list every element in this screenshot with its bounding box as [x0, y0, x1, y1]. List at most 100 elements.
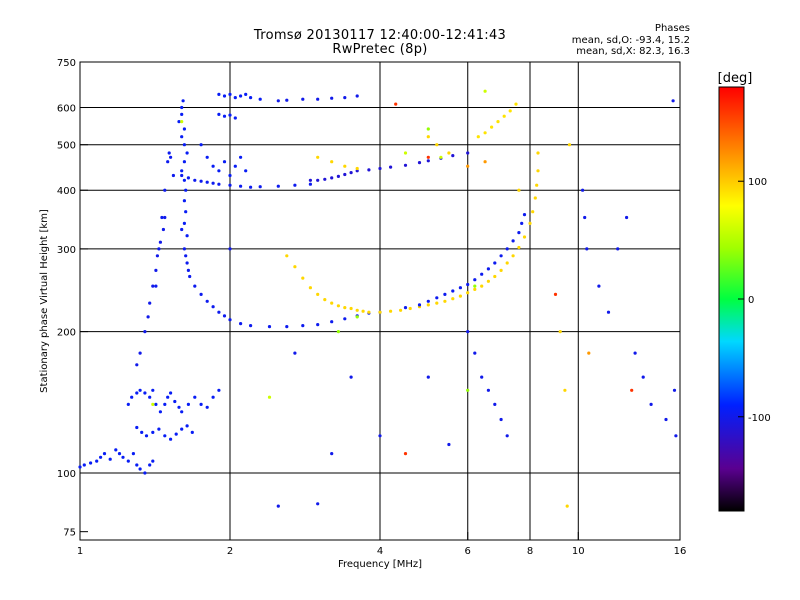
echo-point — [458, 294, 462, 298]
echo-point — [587, 351, 591, 355]
echo-point — [182, 160, 186, 164]
echo-point — [378, 310, 382, 314]
echo-point — [126, 402, 130, 406]
echo-point — [466, 164, 470, 168]
echo-point — [426, 127, 430, 131]
echo-point — [355, 169, 359, 173]
echo-point — [458, 286, 462, 290]
echo-point — [323, 298, 327, 302]
echo-point — [378, 166, 382, 171]
x-tick-label: 16 — [674, 546, 687, 557]
echo-point — [126, 459, 130, 463]
echo-point — [154, 402, 158, 406]
echo-point — [228, 183, 232, 187]
echo-point — [144, 434, 149, 438]
echo-point — [490, 125, 494, 129]
echo-point — [258, 97, 262, 101]
echo-point — [417, 161, 422, 165]
echo-point — [130, 395, 134, 399]
echo-point — [435, 301, 439, 305]
echo-point — [316, 502, 320, 506]
echo-point — [394, 102, 398, 106]
echo-point — [108, 457, 112, 461]
x-tick-label: 1 — [77, 546, 83, 557]
echo-point — [217, 310, 221, 314]
echo-point — [493, 274, 497, 279]
echo-point — [451, 289, 455, 293]
echo-point — [155, 254, 159, 258]
echo-point — [316, 178, 320, 182]
echo-point — [161, 227, 165, 232]
echo-point — [553, 292, 558, 296]
echo-point — [293, 265, 297, 269]
echo-point — [535, 183, 539, 187]
echo-point — [249, 96, 253, 100]
echo-point — [533, 196, 537, 200]
echo-point — [180, 410, 184, 414]
echo-point — [276, 504, 280, 508]
echo-point — [199, 402, 203, 406]
echo-point — [426, 159, 430, 163]
echo-point — [581, 188, 585, 192]
colorbar-tick-label: 0 — [748, 295, 754, 306]
echo-point — [451, 297, 455, 301]
echo-point — [135, 463, 139, 467]
echo-point — [166, 395, 170, 399]
echo-point — [276, 184, 280, 188]
echo-point — [567, 143, 572, 147]
echo-point — [585, 247, 589, 251]
echo-point — [426, 303, 430, 307]
echo-point — [355, 308, 359, 312]
echo-point — [140, 430, 144, 434]
echo-point — [330, 160, 334, 164]
echo-point — [188, 274, 192, 279]
echo-point — [211, 164, 215, 168]
echo-point — [185, 424, 189, 428]
echo-point — [443, 292, 447, 296]
echo-point — [217, 388, 221, 392]
echo-point — [228, 247, 232, 251]
echo-point — [483, 160, 487, 164]
echo-point — [186, 176, 190, 180]
echo-point — [190, 430, 194, 434]
echo-point — [493, 261, 497, 265]
echo-point — [671, 99, 675, 103]
echo-point — [180, 227, 184, 232]
x-tick-label: 2 — [227, 546, 233, 557]
y-tick-label: 200 — [57, 328, 76, 339]
y-tick-label: 750 — [57, 58, 76, 69]
echo-point — [205, 180, 209, 184]
echo-point — [336, 174, 340, 178]
echo-point — [276, 99, 280, 103]
echo-point — [367, 310, 371, 314]
echo-point — [285, 325, 289, 329]
echo-point — [285, 98, 289, 102]
echo-point — [308, 286, 312, 290]
echo-point — [135, 425, 139, 430]
echo-point — [597, 284, 601, 288]
echo-point — [517, 231, 521, 235]
echo-point — [301, 276, 305, 280]
echo-point — [330, 301, 334, 305]
echo-point — [389, 165, 393, 169]
echo-point — [520, 221, 524, 225]
echo-point — [239, 155, 243, 159]
echo-point — [82, 463, 86, 467]
echo-point — [182, 143, 186, 147]
echo-point — [205, 405, 209, 409]
echo-point — [78, 465, 82, 469]
echo-point — [330, 452, 334, 456]
echo-point — [343, 164, 347, 168]
echo-point — [217, 182, 221, 186]
echo-point — [131, 452, 135, 456]
echo-point — [583, 215, 587, 220]
echo-point — [239, 322, 243, 326]
echo-point — [403, 163, 408, 167]
chart-subtitle: RwPretec (8p) — [332, 42, 428, 57]
echo-point — [316, 292, 320, 296]
echo-point — [355, 94, 359, 98]
echo-point — [349, 171, 353, 175]
echo-point — [171, 173, 175, 178]
echo-point — [403, 452, 408, 456]
